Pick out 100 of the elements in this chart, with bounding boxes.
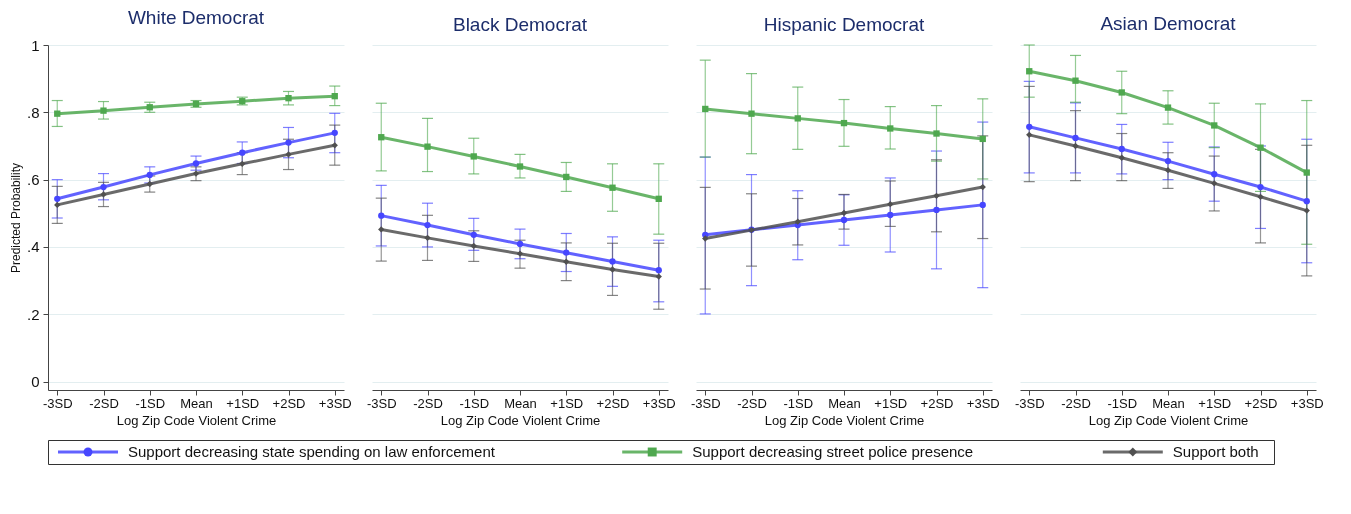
point bbox=[609, 184, 616, 191]
point bbox=[1026, 131, 1033, 139]
x-tick-label: -1SD bbox=[135, 395, 166, 411]
y-tick-label: .6 bbox=[26, 171, 40, 189]
point bbox=[146, 171, 153, 179]
point bbox=[933, 130, 940, 137]
point bbox=[563, 258, 570, 265]
point bbox=[702, 105, 709, 113]
y-tick-label: 0 bbox=[31, 373, 40, 391]
y-tick-label: .8 bbox=[26, 103, 40, 121]
point bbox=[470, 153, 477, 160]
point bbox=[1118, 89, 1125, 96]
point bbox=[331, 129, 338, 136]
point bbox=[1303, 207, 1310, 214]
point bbox=[54, 195, 61, 202]
point bbox=[516, 250, 524, 257]
x-axis-title: Log Zip Code Violent Crime bbox=[440, 412, 601, 428]
point bbox=[563, 249, 570, 256]
x-axis-title: Log Zip Code Violent Crime bbox=[116, 412, 277, 428]
x-tick-label: +1SD bbox=[226, 395, 260, 411]
chart-title: Asian Democrat bbox=[1100, 13, 1237, 35]
point bbox=[470, 242, 477, 250]
x-tick-label: Mean bbox=[828, 395, 861, 411]
point bbox=[100, 191, 107, 198]
point bbox=[285, 139, 292, 146]
point bbox=[1257, 193, 1264, 200]
x-tick-label: -1SD bbox=[1107, 395, 1138, 411]
x-tick-label: -2SD bbox=[89, 395, 119, 411]
point bbox=[979, 135, 986, 143]
x-axis-title: Log Zip Code Violent Crime bbox=[1088, 412, 1249, 428]
x-tick-label: +2SD bbox=[596, 395, 630, 411]
point bbox=[840, 209, 848, 217]
point bbox=[470, 231, 477, 238]
point bbox=[655, 273, 662, 280]
x-tick-label: +3SD bbox=[318, 395, 352, 411]
point bbox=[285, 151, 292, 158]
point bbox=[1026, 68, 1033, 75]
x-tick-label: +3SD bbox=[1290, 395, 1324, 411]
point bbox=[331, 93, 338, 100]
point bbox=[424, 234, 431, 242]
point bbox=[1026, 123, 1033, 130]
point bbox=[887, 125, 894, 132]
point bbox=[1164, 104, 1172, 111]
x-tick-label: +2SD bbox=[272, 395, 306, 411]
point bbox=[609, 258, 616, 265]
point bbox=[609, 266, 616, 273]
y-axis-title: Predicted Probability bbox=[8, 162, 23, 274]
chart-title: Black Democrat bbox=[452, 14, 588, 35]
point bbox=[192, 170, 200, 177]
point bbox=[887, 211, 894, 219]
x-tick-label: -2SD bbox=[413, 395, 443, 411]
x-tick-label: +2SD bbox=[920, 395, 954, 411]
point bbox=[1303, 169, 1310, 176]
point bbox=[424, 221, 431, 229]
x-tick-label: +1SD bbox=[874, 395, 908, 411]
point bbox=[54, 110, 61, 117]
point bbox=[794, 218, 801, 225]
point bbox=[331, 142, 338, 149]
point bbox=[424, 143, 431, 150]
x-tick-label: -3SD bbox=[42, 395, 73, 411]
x-tick-label: Mean bbox=[180, 395, 213, 411]
point bbox=[1164, 167, 1172, 174]
point bbox=[1118, 154, 1125, 161]
point bbox=[1211, 122, 1218, 129]
x-tick-label: +1SD bbox=[1198, 395, 1232, 411]
point bbox=[933, 192, 940, 199]
legend-label: Support both bbox=[1172, 443, 1259, 460]
point bbox=[1211, 180, 1218, 187]
point bbox=[655, 267, 662, 274]
x-tick-label: Mean bbox=[504, 395, 537, 411]
point bbox=[100, 107, 107, 114]
point bbox=[840, 119, 848, 127]
point bbox=[378, 134, 385, 141]
y-tick-label: .2 bbox=[26, 305, 40, 323]
point bbox=[378, 212, 385, 219]
y-tick-label: .4 bbox=[26, 238, 40, 256]
point bbox=[1211, 171, 1218, 178]
y-tick-label: 1 bbox=[31, 36, 40, 54]
point bbox=[516, 163, 524, 170]
x-axis-title: Log Zip Code Violent Crime bbox=[764, 412, 925, 428]
point bbox=[794, 115, 801, 122]
chart-title: White Democrat bbox=[127, 7, 265, 28]
point bbox=[655, 195, 662, 202]
point bbox=[378, 226, 385, 233]
point bbox=[979, 201, 986, 209]
x-tick-label: +2SD bbox=[1244, 395, 1278, 411]
point bbox=[702, 235, 709, 242]
point bbox=[840, 216, 848, 224]
point bbox=[1072, 134, 1079, 142]
point bbox=[1257, 144, 1264, 151]
legend-label: Support decreasing street police presence bbox=[692, 443, 974, 460]
x-tick-label: Mean bbox=[1152, 395, 1185, 411]
x-tick-label: -3SD bbox=[366, 395, 397, 411]
x-tick-label: -1SD bbox=[783, 395, 814, 411]
point bbox=[563, 173, 570, 181]
point bbox=[979, 183, 986, 191]
point bbox=[146, 180, 153, 188]
x-tick-label: -2SD bbox=[737, 395, 767, 411]
point bbox=[100, 183, 107, 191]
x-tick-label: -3SD bbox=[1014, 395, 1045, 411]
